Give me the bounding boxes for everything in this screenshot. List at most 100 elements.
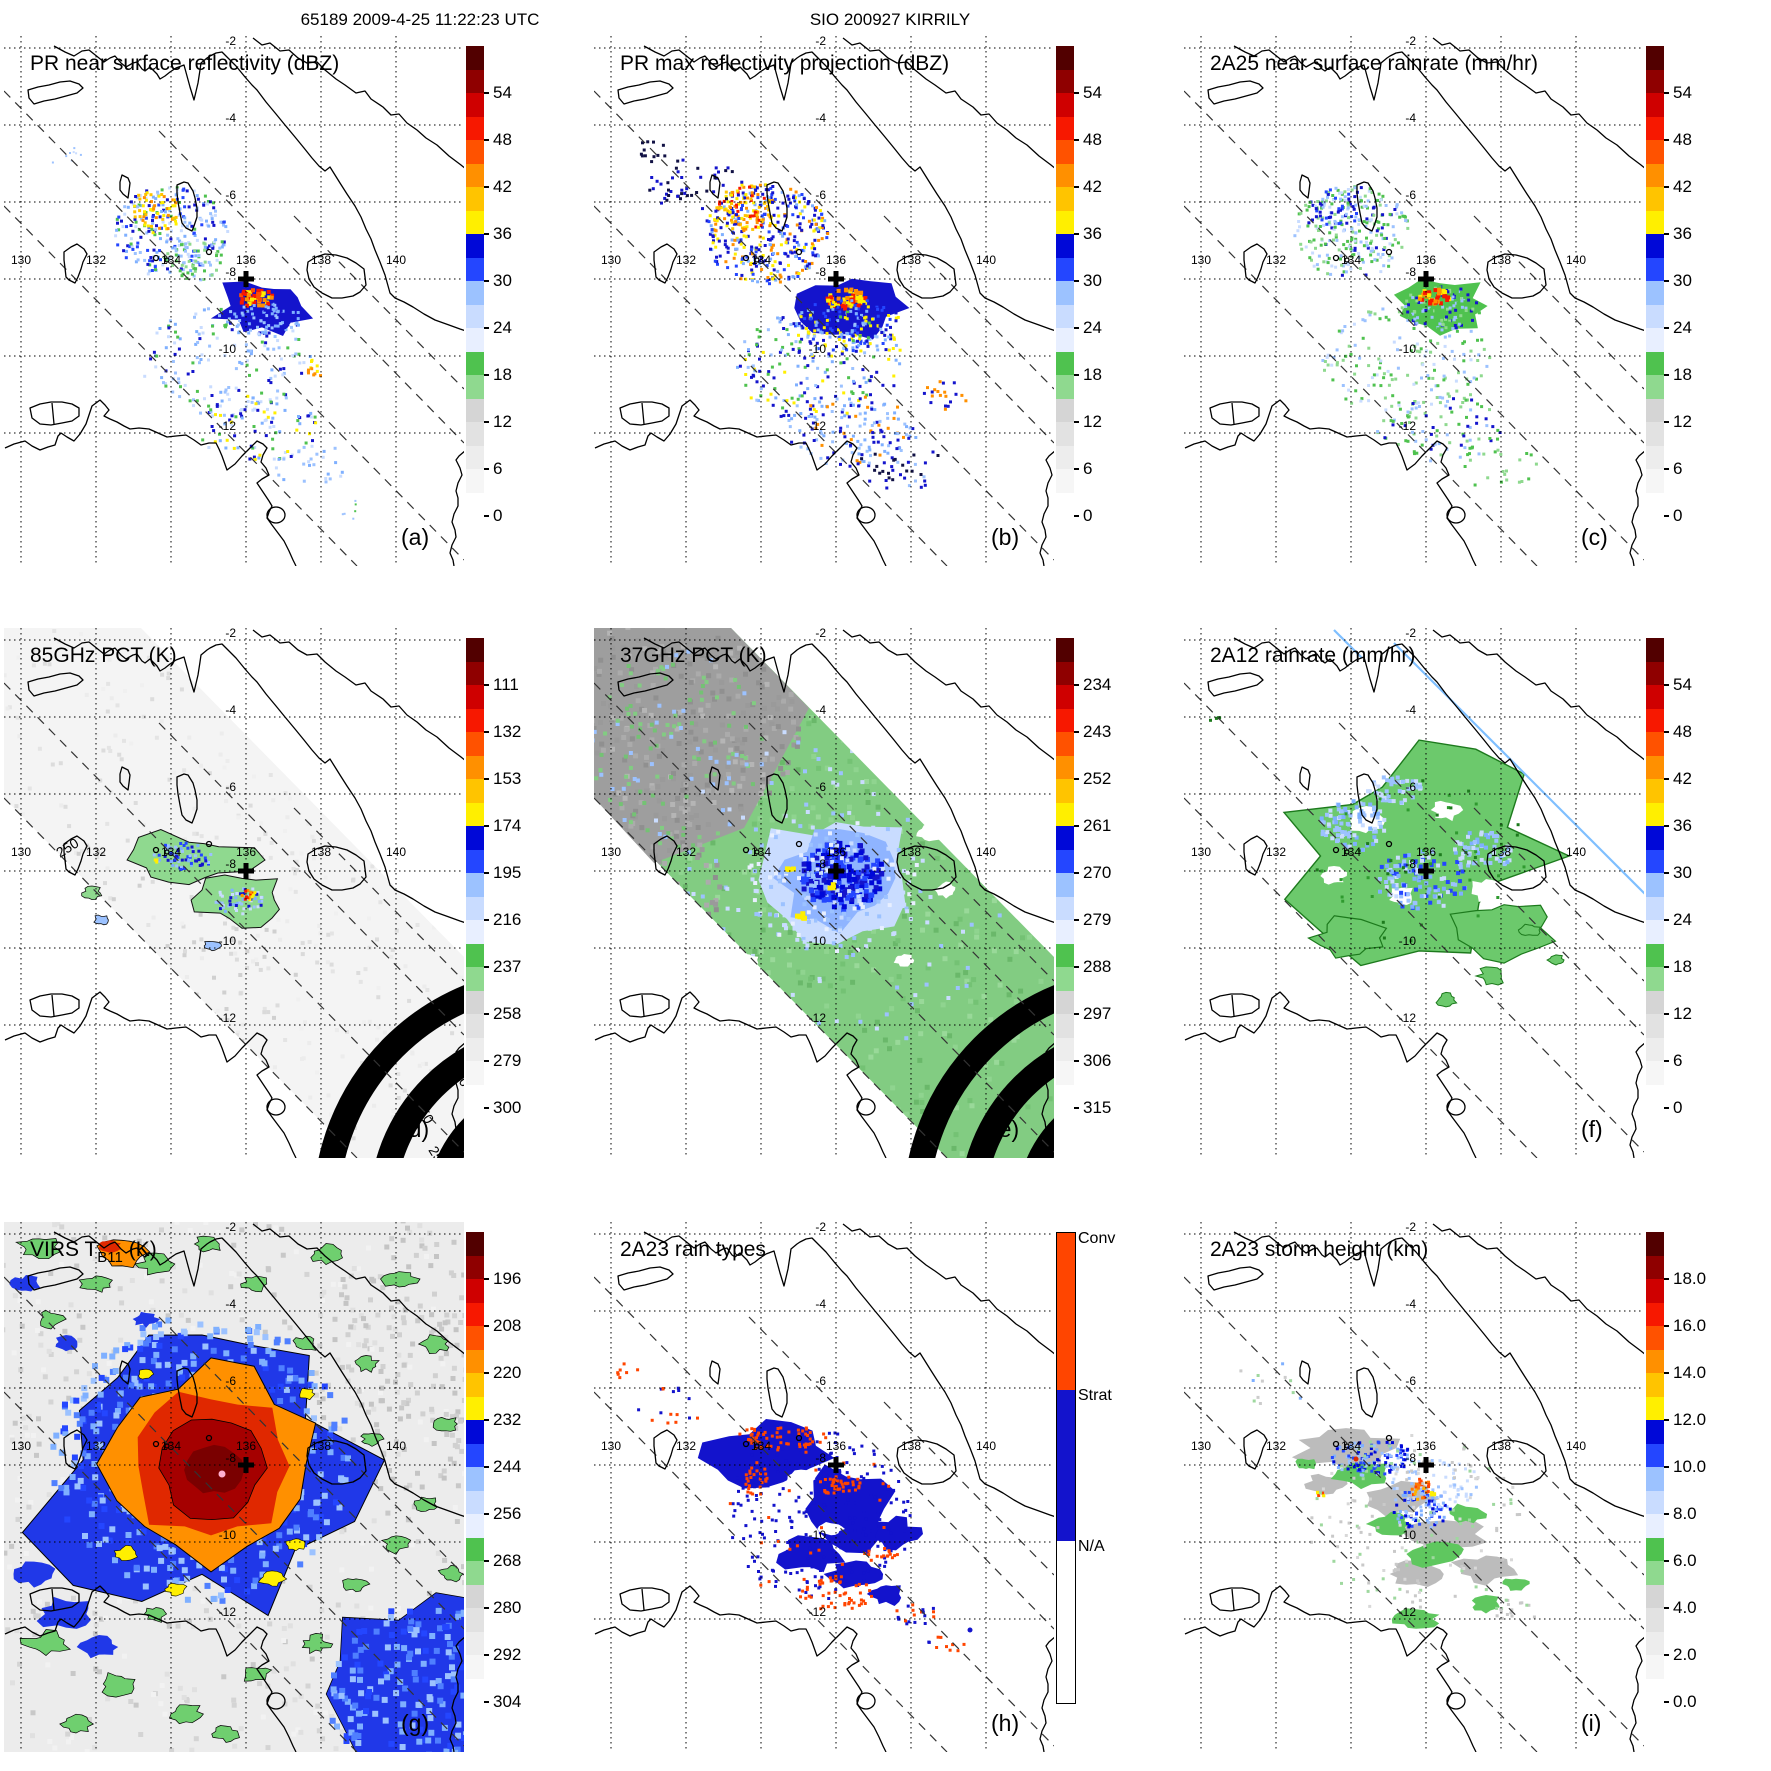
colorbar-tick [1664, 1701, 1669, 1703]
panel-letter-label: (h) [991, 1710, 1019, 1736]
colorbar-tick-label: 220 [493, 1363, 522, 1382]
svg-text:134: 134 [751, 253, 771, 267]
panel-h-colorbar: Conv Strat N/A [1056, 1230, 1174, 1732]
grid-labels: 130 132 134 136 138 140-2-4-6-8-10-12 [1191, 1222, 1586, 1619]
panel-letter-label: (a) [401, 524, 429, 550]
grid-labels: 130 132 134 136 138 140-2-4-6-8-10-12 [601, 36, 996, 433]
svg-text:136: 136 [826, 253, 846, 267]
grid-labels: 130 132 134 136 138 140-2-4-6-8-10-12 [601, 1222, 996, 1619]
colorbar-tick [484, 186, 489, 188]
colorbar-tick-label: 54 [1673, 675, 1692, 694]
panel-title: 85GHz PCT (K) [30, 644, 177, 667]
colorbar-tick-label: 232 [493, 1410, 522, 1429]
panel-b-map: 130 132 134 136 138 140 -2 -4 -6 -8 -10 -12 PR max r… [594, 36, 1054, 566]
colorbar-tick [1664, 186, 1669, 188]
colorbar-tick-label: 24 [1083, 318, 1102, 337]
swath-edge-lines [594, 1276, 1054, 1752]
panel-letter-label: (e) [991, 1116, 1019, 1142]
panel-title: 2A23 storm height (km) [1210, 1238, 1428, 1261]
grid-labels: 130 132 134 136 138 140-2-4-6-8-10-12 [11, 628, 406, 1025]
colorbar-tick-label: 297 [1083, 1004, 1112, 1023]
panel-i: 130 132 134 136 138 140 -2 -4 -6 -8 -10 -12 2A23 sto… [1184, 1222, 1766, 1767]
colorbar-tick-label: 24 [1673, 318, 1692, 337]
colorbar-tick-label: 132 [493, 722, 522, 741]
colorbar-gradient [1056, 638, 1074, 1108]
svg-text:136: 136 [236, 845, 256, 859]
svg-text:140: 140 [1566, 253, 1586, 267]
colorbar-tick [484, 1013, 489, 1015]
colorbar-tick-label: 270 [1083, 863, 1112, 882]
latlon-gridlines [1184, 628, 1644, 1158]
colorbar-tick [1664, 1372, 1669, 1374]
colorbar-tick-label: 36 [1673, 224, 1692, 243]
svg-text:138: 138 [901, 253, 921, 267]
raintype-seg-Conv [1057, 1233, 1075, 1391]
svg-text:134: 134 [161, 253, 181, 267]
raintype-label: Strat [1078, 1387, 1112, 1405]
colorbar-gradient [466, 638, 484, 1108]
svg-text:132: 132 [86, 845, 106, 859]
colorbar-tick [1664, 468, 1669, 470]
colorbar-tick [1664, 966, 1669, 968]
grid-labels: 130 132 134 136 138 140-2-4-6-8-10-12 [1191, 628, 1586, 1025]
svg-text:-2: -2 [1405, 36, 1416, 48]
latlon-gridlines [4, 1222, 464, 1752]
colorbar-tick [484, 139, 489, 141]
coastlines [1184, 37, 1644, 566]
colorbar-tick [1664, 280, 1669, 282]
storm-center-cross [238, 1457, 254, 1473]
colorbar-tick-label: 6 [1673, 459, 1683, 478]
colorbar-tick [1074, 872, 1079, 874]
swath-edge-lines [1184, 1276, 1644, 1752]
colorbar-tick-label: 0 [1673, 506, 1683, 525]
svg-text:134: 134 [161, 845, 181, 859]
colorbar-tick-label: 24 [1673, 910, 1692, 929]
panel-f-colorbar: 54 48 42 36 30 24 18 12 6 0 [1646, 638, 1764, 1138]
svg-text:-4: -4 [225, 111, 236, 125]
panel-g-colorbar: 196 208 220 232 244 256 268 280 292 304 [466, 1232, 584, 1732]
svg-text:-10: -10 [1399, 342, 1417, 356]
svg-text:132: 132 [86, 253, 106, 267]
colorbar-tick-label: 36 [1083, 224, 1102, 243]
raintype-label: Conv [1078, 1230, 1116, 1247]
colorbar-tick [484, 825, 489, 827]
colorbar-tick-label: 14.0 [1673, 1363, 1707, 1382]
colorbar-tick-label: 268 [493, 1551, 522, 1570]
colorbar-tick [1074, 374, 1079, 376]
colorbar-tick [1664, 233, 1669, 235]
colorbar-tick [484, 1419, 489, 1421]
colorbar-tick [1074, 186, 1079, 188]
svg-text:-8: -8 [1405, 265, 1416, 279]
colorbar-tick [1074, 233, 1079, 235]
colorbar-tick [1074, 92, 1079, 94]
colorbar-gradient [1646, 1232, 1664, 1702]
colorbar-tick [484, 778, 489, 780]
coastlines [1184, 1223, 1644, 1752]
storm-id-header: SIO 200927 KIRRILY [809, 10, 971, 29]
colorbar-tick [1074, 1060, 1079, 1062]
svg-text:-4: -4 [225, 703, 236, 717]
colorbar-tick-label: 315 [1083, 1098, 1112, 1117]
colorbar-tick-label: 6.0 [1673, 1551, 1697, 1570]
colorbar-tick-label: 252 [1083, 769, 1112, 788]
storm-center-cross [1418, 1457, 1434, 1473]
panel-f: 130 132 134 136 138 140 -2 -4 -6 -8 -10 -12 2A12 rai… [1184, 628, 1766, 1173]
storm-center-cross [828, 1457, 844, 1473]
colorbar-tick [1664, 731, 1669, 733]
colorbar-tick [1074, 919, 1079, 921]
colorbar-tick [1664, 1278, 1669, 1280]
colorbar-tick-label: 304 [493, 1692, 522, 1711]
latlon-gridlines [1184, 1222, 1644, 1752]
swath-edge-lines [594, 682, 1054, 1158]
colorbar-tick-label: 30 [1673, 863, 1692, 882]
latlon-gridlines [594, 1222, 1054, 1752]
storm-center-cross [1418, 863, 1434, 879]
colorbar-tick-label: 243 [1083, 722, 1112, 741]
svg-text:-6: -6 [225, 780, 236, 794]
colorbar-tick-label: 256 [493, 1504, 522, 1523]
colorbar-tick [484, 1654, 489, 1656]
colorbar-gradient [1646, 46, 1664, 516]
svg-text:140: 140 [386, 845, 406, 859]
